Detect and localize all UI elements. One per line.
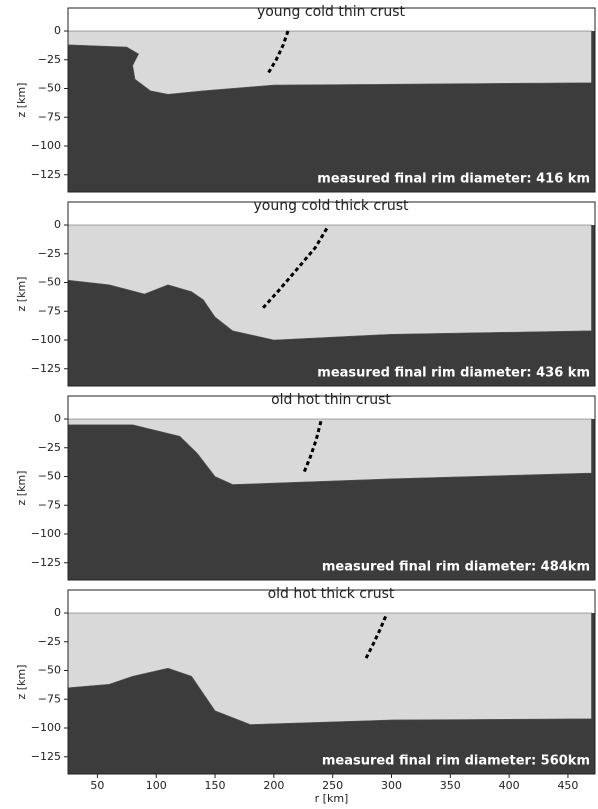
y-tick-label: −25 <box>38 247 61 260</box>
panel <box>68 590 595 774</box>
y-tick-label: −100 <box>31 527 61 540</box>
y-tick-label: 0 <box>54 412 61 425</box>
y-axis-label: z [km] <box>15 471 28 506</box>
x-tick-label: 250 <box>322 779 343 792</box>
y-tick-label: −50 <box>38 276 61 289</box>
y-tick-label: −25 <box>38 441 61 454</box>
panel <box>68 202 595 386</box>
y-tick-label: −50 <box>38 82 61 95</box>
x-tick-label: 100 <box>146 779 167 792</box>
y-tick-label: −125 <box>31 168 61 181</box>
panel <box>68 396 595 580</box>
y-tick-label: −25 <box>38 635 61 648</box>
y-tick-label: −125 <box>31 362 61 375</box>
rim-annotation: measured final rim diameter: 436 km <box>317 366 590 381</box>
y-axis-label: z [km] <box>15 277 28 312</box>
y-tick-label: −100 <box>31 139 61 152</box>
y-tick-label: 0 <box>54 606 61 619</box>
y-axis-label: z [km] <box>15 665 28 700</box>
y-tick-label: −75 <box>38 692 61 705</box>
y-tick-label: −25 <box>38 53 61 66</box>
y-tick-label: −125 <box>31 750 61 763</box>
panel-title: young cold thin crust <box>257 4 406 20</box>
panel-title: young cold thick crust <box>253 198 409 214</box>
y-tick-label: −75 <box>38 498 61 511</box>
x-tick-label: 300 <box>381 779 402 792</box>
x-tick-label: 350 <box>440 779 461 792</box>
y-tick-label: −125 <box>31 556 61 569</box>
figure: 0 −25 −50 −75 −100 −125 z [km] young cold thin … <box>0 0 598 805</box>
y-axis-label: z [km] <box>15 83 28 118</box>
rim-annotation: measured final rim diameter: 416 km <box>317 172 590 187</box>
y-tick-label: −75 <box>38 110 61 123</box>
y-tick-label: 0 <box>54 24 61 37</box>
panel-title: old hot thick crust <box>268 586 395 602</box>
x-tick-label: 450 <box>557 779 578 792</box>
x-axis-label: r [km] <box>315 792 349 805</box>
y-tick-label: −50 <box>38 664 61 677</box>
y-tick-label: −100 <box>31 721 61 734</box>
x-tick-label: 50 <box>90 779 104 792</box>
y-tick-label: 0 <box>54 218 61 231</box>
rim-annotation: measured final rim diameter: 560km <box>322 754 590 769</box>
y-tick-label: −75 <box>38 304 61 317</box>
y-tick-label: −50 <box>38 470 61 483</box>
y-tick-label: −100 <box>31 333 61 346</box>
x-tick-label: 150 <box>205 779 226 792</box>
panel-title: old hot thin crust <box>271 392 391 408</box>
rim-annotation: measured final rim diameter: 484km <box>322 560 590 575</box>
x-tick-label: 400 <box>499 779 520 792</box>
x-tick-label: 200 <box>263 779 284 792</box>
panel <box>68 8 595 192</box>
